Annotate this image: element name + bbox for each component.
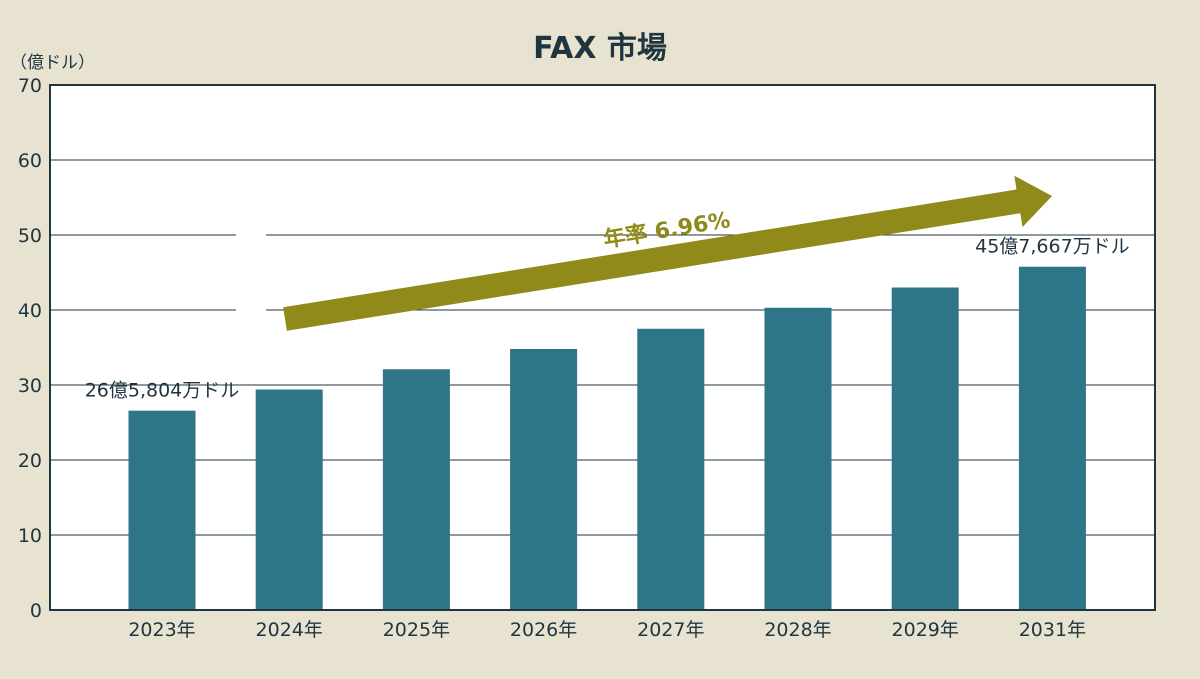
x-tick-label: 2027年 bbox=[637, 619, 704, 641]
gridline-gap bbox=[236, 225, 266, 320]
x-axis-ticks: 2023年 2024年 2025年 2026年 2027年 2028年 2029年 2031年 bbox=[128, 619, 1086, 641]
bar bbox=[255, 389, 323, 610]
bar bbox=[382, 369, 450, 610]
x-tick-label: 2025年 bbox=[383, 619, 450, 641]
y-axis-unit-label: （億ドル） bbox=[10, 53, 95, 73]
x-tick-label: 2023年 bbox=[128, 619, 195, 641]
gridlines bbox=[50, 159, 1155, 536]
y-axis-ticks: 0 10 20 30 40 50 60 70 bbox=[18, 75, 42, 622]
y-tick-label: 20 bbox=[18, 450, 42, 472]
data-label: 26億5,804万ドル bbox=[85, 380, 240, 402]
bar bbox=[128, 410, 196, 610]
y-tick-label: 60 bbox=[18, 150, 42, 172]
x-tick-label: 2028年 bbox=[764, 619, 831, 641]
plot-frame bbox=[49, 84, 1156, 611]
bar bbox=[764, 307, 832, 610]
bars bbox=[128, 266, 1086, 610]
x-tick-label: 2026年 bbox=[510, 619, 577, 641]
y-tick-label: 10 bbox=[18, 525, 42, 547]
x-tick-label: 2024年 bbox=[256, 619, 323, 641]
bar bbox=[891, 287, 959, 610]
y-tick-label: 0 bbox=[30, 600, 42, 622]
growth-arrow-shape bbox=[283, 175, 1053, 331]
bar bbox=[1018, 266, 1086, 610]
y-tick-label: 70 bbox=[18, 75, 42, 97]
chart-title: FAX 市場 bbox=[533, 31, 667, 66]
bar bbox=[510, 349, 578, 610]
data-labels: 26億5,804万ドル 45億7,667万ドル bbox=[85, 236, 1130, 402]
y-tick-label: 30 bbox=[18, 375, 42, 397]
x-tick-label: 2029年 bbox=[892, 619, 959, 641]
data-label: 45億7,667万ドル bbox=[975, 236, 1130, 258]
y-tick-label: 40 bbox=[18, 300, 42, 322]
bar bbox=[637, 328, 705, 610]
y-tick-label: 50 bbox=[18, 225, 42, 247]
x-tick-label: 2031年 bbox=[1019, 619, 1086, 641]
plot-area bbox=[50, 85, 1155, 610]
